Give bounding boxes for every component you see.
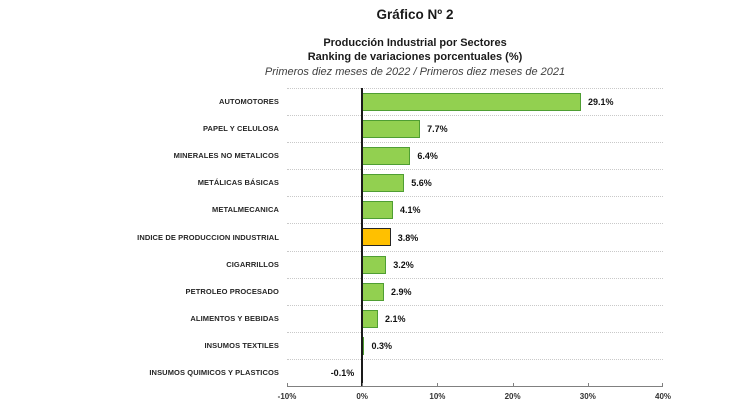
category-label: PAPEL Y CELULOSA: [202, 124, 279, 134]
category-label: CIGARRILLOS: [226, 259, 279, 269]
chart-row: CIGARRILLOS 3.2%: [0, 250, 665, 278]
chart-row: AUTOMOTORES 29.1%: [0, 88, 665, 115]
axis-tick: [287, 383, 288, 388]
bar-chart: AUTOMOTORES 29.1% PAPEL Y CELULOSA 7.7% MINE…: [0, 88, 671, 407]
chart-row: PETROLEO PROCESADO 2.9%: [0, 277, 665, 305]
chart-title: Gráfico Nº 2: [376, 7, 454, 22]
category-label: INSUMOS QUIMICOS Y PLASTICOS: [149, 367, 279, 377]
bar-track: 4.1%: [287, 196, 663, 223]
chart-row: METALMECANICA 4.1%: [0, 196, 665, 223]
value-label: 29.1%: [588, 97, 614, 108]
bar-track: 3.2%: [287, 250, 663, 278]
value-label: 5.6%: [411, 178, 432, 189]
bar: [362, 174, 405, 193]
category-label: PETROLEO PROCESADO: [185, 286, 279, 296]
bar-track: 29.1%: [287, 88, 663, 115]
axis-tick: [437, 383, 439, 388]
axis-tick-label: 10%: [429, 392, 446, 402]
bar-track: 2.9%: [287, 277, 663, 305]
category-label: INDICE DE PRODUCCION INDUSTRIAL: [137, 232, 279, 242]
category-label: ALIMENTOS Y BEBIDAS: [190, 313, 279, 323]
bar-track: 2.1%: [287, 304, 663, 332]
value-label: 2.1%: [384, 313, 406, 324]
value-label: 6.4%: [417, 151, 438, 162]
category-label: AUTOMOTORES: [219, 97, 279, 107]
chart-row: INDICE DE PRODUCCION INDUSTRIAL 3.8%: [0, 223, 665, 250]
category-label: METALMECANICA: [212, 205, 279, 215]
chart-row: INSUMOS TEXTILES 0.3%: [0, 331, 665, 359]
x-axis: -10% 0% 10% 20% 30% 40%: [278, 383, 671, 407]
value-label: -0.1%: [330, 367, 355, 378]
axis-tick: [512, 383, 514, 388]
value-label: 3.8%: [397, 232, 419, 243]
chart-row: MINERALES NO METALICOS 6.4%: [0, 142, 665, 169]
bar: [362, 201, 394, 220]
bar: [362, 255, 387, 274]
bar-track: 6.4%: [287, 142, 663, 169]
axis-tick-label: 0%: [356, 392, 368, 402]
axis-tick-label: -10%: [277, 392, 297, 402]
chart-row: PAPEL Y CELULOSA 7.7%: [0, 115, 665, 142]
chart-row: INSUMOS QUIMICOS Y PLASTICOS -0.1%: [0, 358, 665, 386]
value-label: 4.1%: [400, 205, 421, 216]
bar: [362, 309, 378, 328]
value-label: 7.7%: [427, 124, 448, 135]
bar-highlight: [362, 228, 391, 247]
bar-track: 7.7%: [287, 115, 663, 142]
bar: [362, 147, 411, 166]
chart-subtitle-2: Ranking de variaciones porcentuales (%): [307, 51, 523, 64]
axis-tick: [662, 383, 663, 388]
bar: [362, 93, 582, 111]
chart-row: ALIMENTOS Y BEBIDAS 2.1%: [0, 304, 665, 332]
chart-period-note: Primeros diez meses de 2022 / Primeros d…: [264, 66, 566, 79]
zero-axis-line: [361, 88, 364, 388]
axis-tick: [362, 383, 364, 388]
chart-header: Gráfico Nº 2 Producción Industrial por S…: [90, 7, 730, 79]
category-label: METÁLICAS BÁSICAS: [197, 178, 279, 188]
value-label: 0.3%: [371, 340, 392, 351]
bar: [362, 282, 384, 301]
category-label: MINERALES NO METALICOS: [173, 151, 279, 161]
category-label: INSUMOS TEXTILES: [204, 340, 279, 350]
bar-track: 0.3%: [287, 331, 663, 359]
bar-track: 3.8%: [287, 223, 663, 250]
chart-row: METÁLICAS BÁSICAS 5.6%: [0, 169, 665, 196]
bar-track: -0.1%: [287, 358, 663, 386]
chart-subtitle-1: Producción Industrial por Sectores: [323, 37, 507, 49]
axis-tick-label: 40%: [654, 392, 672, 402]
value-label: 2.9%: [391, 286, 412, 297]
value-label: 3.2%: [393, 259, 414, 270]
chart-rows: AUTOMOTORES 29.1% PAPEL Y CELULOSA 7.7% MINE…: [0, 88, 665, 388]
bar-track: 5.6%: [287, 169, 663, 196]
axis-tick: [587, 383, 589, 388]
bar: [362, 120, 421, 139]
axis-tick-label: 30%: [579, 392, 596, 402]
axis-tick-label: 20%: [504, 392, 521, 402]
